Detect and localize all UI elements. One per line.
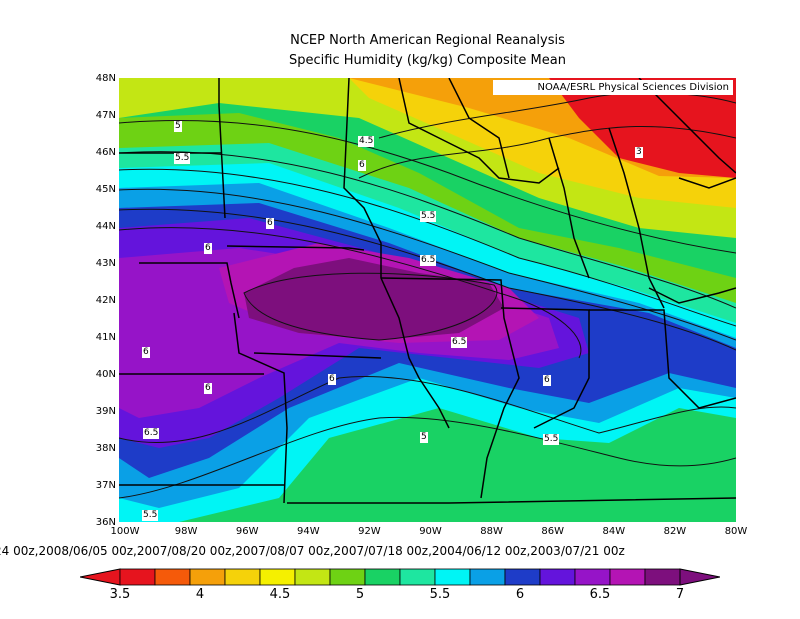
lat-label: 40N	[95, 369, 116, 380]
lon-label: 88W	[480, 526, 503, 537]
colorbar-label: 5.5	[429, 587, 451, 602]
lat-label: 36N	[95, 517, 116, 528]
map-plot-area: NOAA/ESRL Physical Sciences Division	[119, 78, 736, 522]
lon-label: 92W	[358, 526, 381, 537]
colorbar-swatch	[609, 568, 646, 586]
lon-label: 90W	[419, 526, 442, 537]
lat-label: 39N	[95, 406, 116, 417]
colorbar-arrow-left	[80, 568, 121, 586]
colorbar-swatch	[154, 568, 191, 586]
contour-label: 6.5	[451, 337, 468, 348]
contour-label: 5.5	[174, 153, 191, 164]
colorbar-label: 4	[195, 587, 205, 602]
contour-label: 6	[266, 218, 274, 229]
lat-label: 42N	[95, 295, 116, 306]
contour-label: 5	[174, 121, 182, 132]
colorbar-swatch	[399, 568, 436, 586]
colorbar-swatch	[434, 568, 471, 586]
colorbar	[80, 568, 720, 586]
contour-lines	[119, 92, 736, 499]
title-line-2: Specific Humidity (kg/kg) Composite Mean	[289, 53, 566, 68]
colorbar-label: 7	[675, 587, 685, 602]
lon-label: 98W	[174, 526, 198, 537]
lon-label: 94W	[296, 526, 320, 537]
contour-label: 6.5	[143, 428, 160, 439]
contour-label: 5.5	[142, 510, 159, 521]
lat-label: 45N	[95, 184, 116, 195]
lat-label: 38N	[95, 443, 116, 454]
colorbar-label: 3.5	[109, 587, 131, 602]
colorbar-swatch	[504, 568, 541, 586]
colorbar-label: 5	[355, 587, 365, 602]
colorbar-swatch	[189, 568, 226, 586]
colorbar-label: 6.5	[589, 587, 611, 602]
composite-dates: 24 00z,2008/06/05 00z,2007/08/20 00z,200…	[0, 544, 625, 558]
colorbar-swatch	[539, 568, 576, 586]
contour-label: 6	[543, 375, 551, 386]
colorbar-swatch	[574, 568, 611, 586]
lat-label: 37N	[95, 480, 116, 491]
lat-label: 41N	[95, 332, 116, 343]
colorbar-swatch	[224, 568, 261, 586]
contour-label: 6	[204, 383, 212, 394]
credit-label: NOAA/ESRL Physical Sciences Division	[493, 80, 733, 95]
contour-label: 4.5	[358, 136, 375, 147]
lon-label: 96W	[235, 526, 259, 537]
contour-label: 6	[142, 347, 150, 358]
contour-label: 6.5	[420, 255, 437, 266]
humidity-map	[119, 78, 736, 522]
colorbar-swatch	[294, 568, 331, 586]
lon-label: 86W	[541, 526, 564, 537]
contour-label: 6	[358, 160, 366, 171]
contour-label: 5.5	[420, 211, 437, 222]
lon-label: 100W	[110, 526, 140, 537]
colorbar-swatch	[364, 568, 401, 586]
colorbar-swatch	[469, 568, 506, 586]
contour-label: 6	[204, 243, 212, 254]
band-red	[549, 78, 736, 178]
colorbar-swatch	[329, 568, 366, 586]
lat-label: 43N	[95, 258, 116, 269]
lon-label: 80W	[724, 526, 748, 537]
lon-label: 82W	[663, 526, 687, 537]
boundaries	[119, 78, 736, 504]
lon-label: 84W	[602, 526, 626, 537]
lat-label: 47N	[95, 110, 116, 121]
contour-label: 5.5	[543, 434, 560, 445]
contour-label: 6	[328, 374, 336, 385]
colorbar-arrow-right	[679, 568, 720, 586]
lat-label: 44N	[95, 221, 116, 232]
colorbar-swatch	[119, 568, 156, 586]
colorbar-swatch	[259, 568, 296, 586]
title-line-1: NCEP North American Regional Reanalysis	[290, 33, 565, 48]
lat-label: 46N	[95, 147, 116, 158]
contour-label: 3	[635, 147, 643, 158]
colorbar-label: 4.5	[269, 587, 291, 602]
colorbar-swatch	[644, 568, 681, 586]
lat-label: 48N	[95, 73, 116, 84]
contour-label: 5	[420, 432, 428, 443]
colorbar-label: 6	[515, 587, 525, 602]
